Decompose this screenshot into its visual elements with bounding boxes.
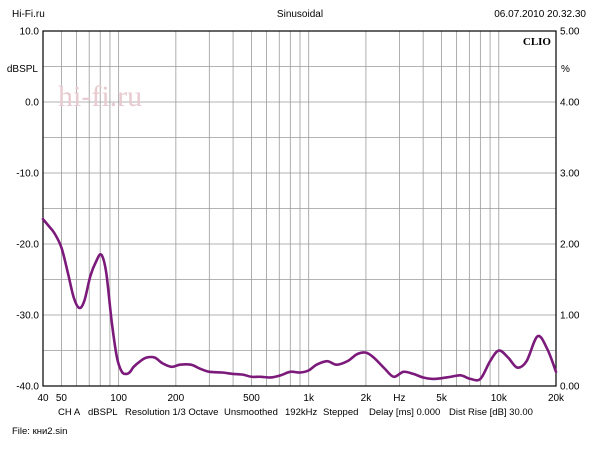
- footer-smoothing: Unsmoothed: [224, 407, 278, 418]
- brand-label: CLIO: [523, 36, 552, 48]
- y2-tick-label: 4.00: [560, 98, 580, 109]
- footer-mode: Stepped: [323, 407, 359, 418]
- y-tick-label: -20.0: [16, 240, 39, 251]
- y2-tick-label: 1.00: [560, 311, 580, 322]
- y-axis-right: 5.00 4.00 3.00 2.00 1.00 0.00: [560, 27, 580, 393]
- footer-resolution: Resolution 1/3 Octave: [125, 407, 219, 418]
- x-tick-label: 50: [56, 393, 68, 404]
- y-tick-label: 0.0: [25, 98, 39, 109]
- grid: [43, 31, 556, 386]
- header-center: Sinusoidal: [276, 9, 324, 20]
- series-layer: [41, 217, 558, 382]
- footer-dist-rise: Dist Rise [dB] 30.00: [449, 407, 533, 418]
- x-tick-label: 20k: [548, 393, 565, 404]
- y-tick-label: -30.0: [16, 311, 39, 322]
- y2-axis-unit: %: [561, 64, 570, 75]
- footer-unit: dBSPL: [88, 407, 118, 418]
- y2-tick-label: 3.00: [560, 169, 580, 180]
- footer-channel: CH A: [58, 407, 81, 418]
- x-tick-label: 500: [243, 393, 260, 404]
- y2-tick-label: 5.00: [560, 27, 580, 38]
- x-tick-label: 40: [37, 393, 49, 404]
- watermark: hi-fi.ru: [58, 80, 142, 113]
- plot-frame: [42, 30, 557, 387]
- y-tick-label: -10.0: [16, 169, 39, 180]
- x-tick-label: 200: [168, 393, 185, 404]
- footer-delay: Delay [ms] 0.000: [369, 407, 441, 418]
- y-tick-label: -40.0: [16, 382, 39, 393]
- footer-file: File: кни2.sin: [12, 426, 68, 437]
- header-right: 06.07.2010 20.32.30: [494, 9, 586, 20]
- x-tick-label: 5k: [436, 393, 448, 404]
- y-axis-left: 10.0 0.0 -10.0 -20.0 -30.0 -40.0: [16, 27, 39, 393]
- y-tick-label: 10.0: [20, 27, 40, 38]
- x-tick-label: Hz: [393, 393, 405, 404]
- y2-tick-label: 2.00: [560, 240, 580, 251]
- footer-rate: 192kHz: [285, 407, 318, 418]
- x-tick-label: 2k: [361, 393, 373, 404]
- response-curve: [41, 217, 558, 382]
- x-axis: 40 50 100 200 500 1k 2k Hz 5k 10k 20k: [37, 393, 565, 404]
- header-left: Hi-Fi.ru: [12, 9, 45, 20]
- x-tick-label: 10k: [491, 393, 508, 404]
- x-tick-label: 1k: [303, 393, 315, 404]
- y-axis-unit: dBSPL: [7, 64, 39, 75]
- y2-tick-label: 0.00: [560, 382, 580, 393]
- x-tick-label: 100: [110, 393, 127, 404]
